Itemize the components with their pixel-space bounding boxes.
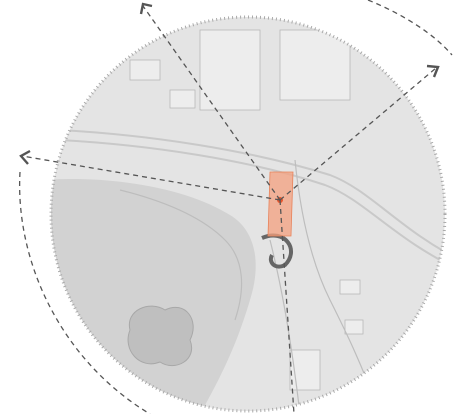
arrow-head <box>19 149 31 165</box>
arrow-head <box>139 2 153 15</box>
arrow-head <box>426 64 440 78</box>
view-line <box>279 67 437 201</box>
block <box>289 349 321 391</box>
map-disc <box>51 17 445 411</box>
block <box>279 29 351 101</box>
view-line <box>21 155 281 201</box>
blocks <box>129 29 364 391</box>
road <box>119 189 243 321</box>
roads <box>59 129 445 411</box>
ramp <box>261 233 293 269</box>
disc-border <box>49 15 447 413</box>
road <box>59 129 445 261</box>
block <box>169 89 196 109</box>
road <box>269 239 301 411</box>
view-line <box>142 5 281 201</box>
view-arc <box>18 171 151 414</box>
view-arc <box>367 0 453 56</box>
block <box>129 59 161 81</box>
block <box>339 279 361 295</box>
pond <box>127 305 194 367</box>
road <box>294 159 381 411</box>
block <box>344 319 364 335</box>
view-arrows <box>18 0 453 414</box>
road <box>59 139 445 271</box>
block <box>199 29 261 111</box>
